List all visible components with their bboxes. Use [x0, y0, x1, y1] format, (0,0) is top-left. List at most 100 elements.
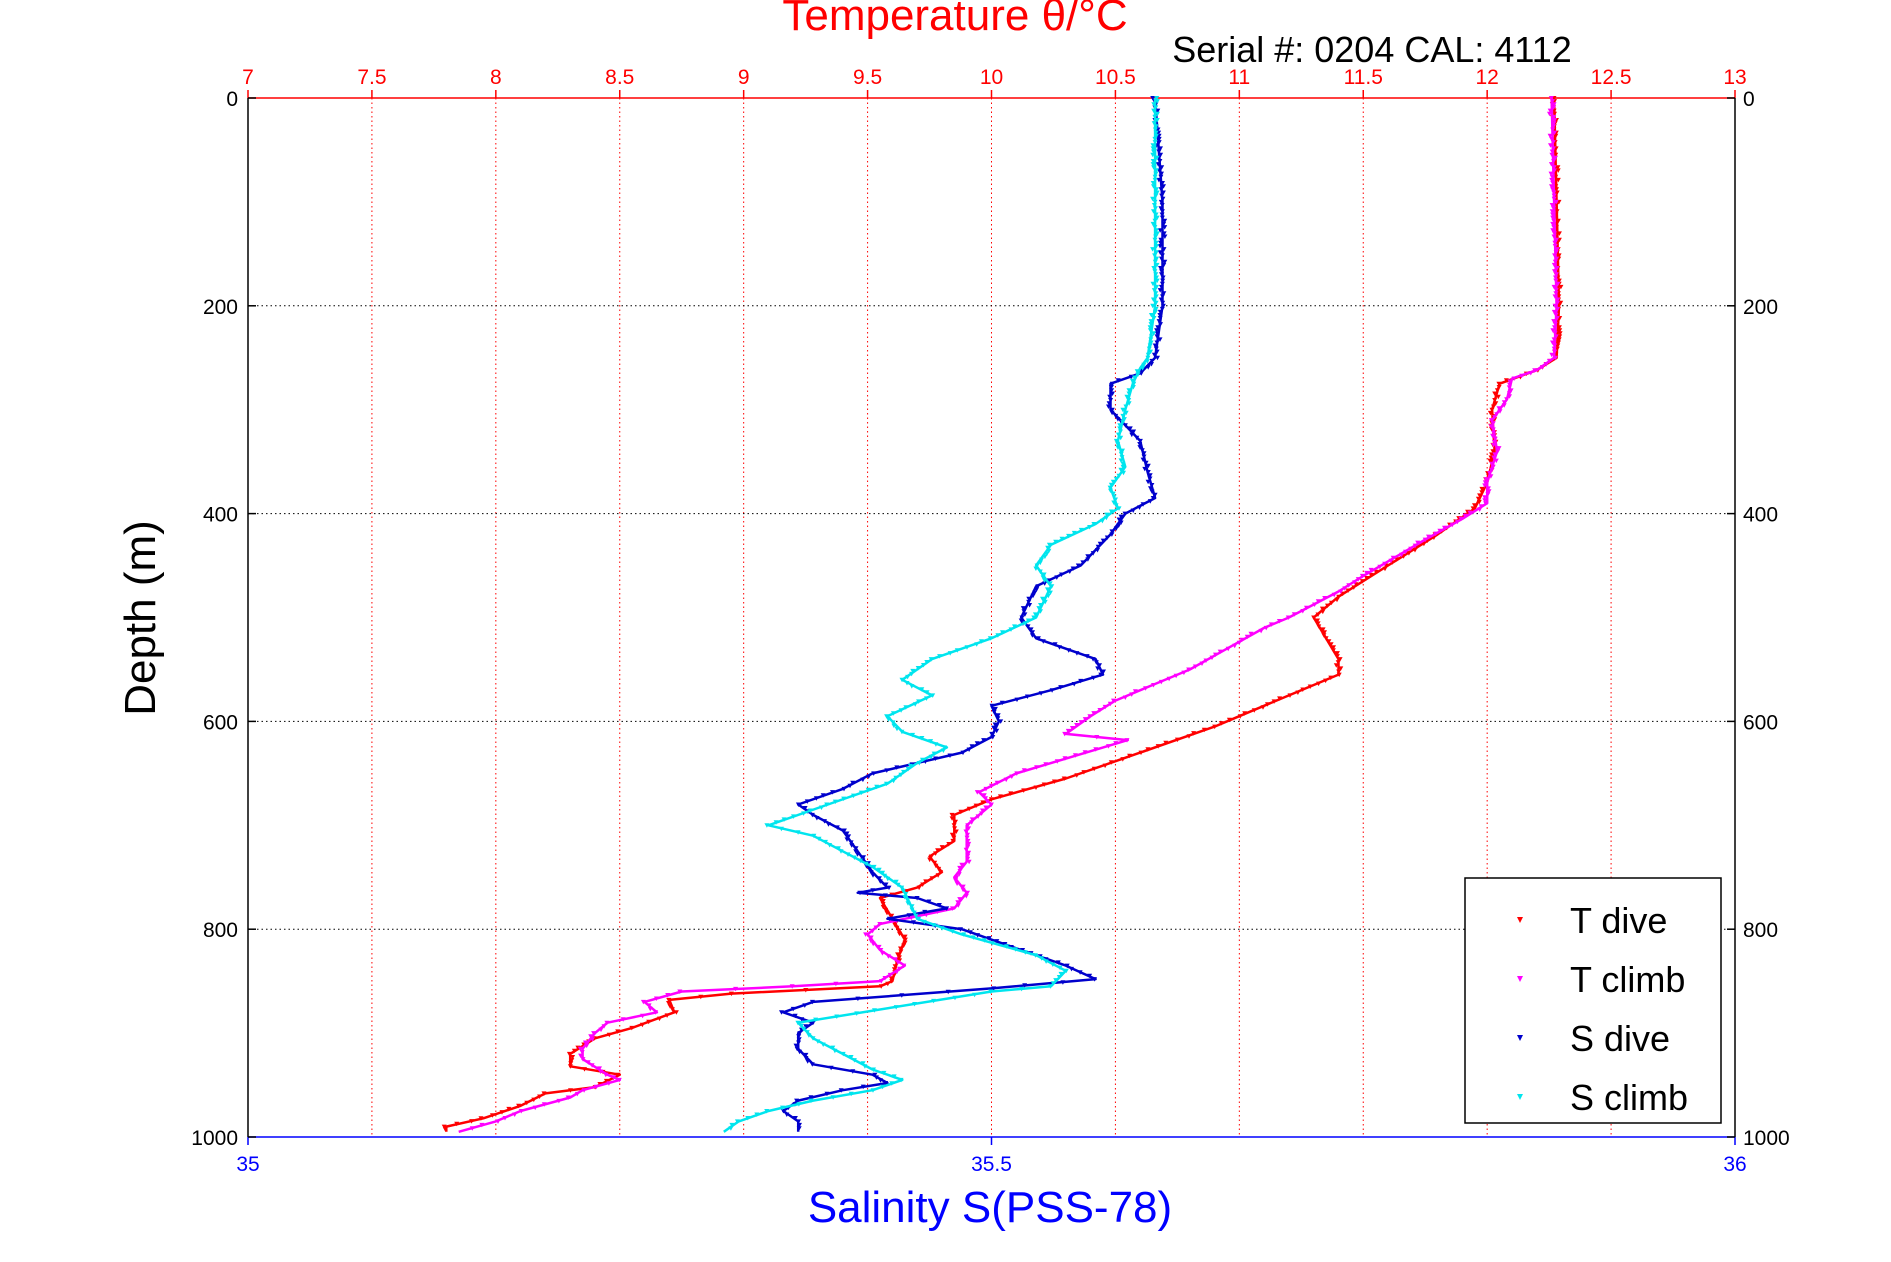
- data-point: [1154, 187, 1159, 192]
- data-point: [989, 703, 995, 709]
- data-point: [1199, 661, 1205, 666]
- data-point: [965, 844, 971, 850]
- data-point: [647, 1006, 653, 1012]
- data-point: [1153, 168, 1159, 173]
- data-point: [1148, 322, 1154, 327]
- data-point: [963, 829, 969, 834]
- temperature-tick-label: 7.5: [357, 66, 386, 89]
- data-point: [1315, 621, 1321, 626]
- data-point: [1091, 766, 1097, 772]
- data-point: [1203, 658, 1209, 663]
- data-point: [975, 933, 981, 938]
- data-point: [1152, 269, 1158, 274]
- data-point: [894, 969, 900, 975]
- data-point: [1458, 516, 1464, 522]
- data-point: [949, 929, 955, 934]
- data-point: [855, 996, 861, 1002]
- data-point: [1323, 678, 1329, 684]
- data-point: [1151, 121, 1157, 126]
- data-point: [1090, 551, 1096, 556]
- data-point: [1118, 467, 1124, 473]
- data-point: [820, 793, 826, 798]
- data-point: [1251, 708, 1257, 713]
- data-point: [1191, 731, 1197, 736]
- data-point: [665, 993, 671, 998]
- data-point: [1151, 108, 1157, 114]
- data-point: [1145, 470, 1151, 475]
- data-point: [616, 1077, 622, 1083]
- data-point: [838, 849, 844, 854]
- data-point: [921, 663, 926, 668]
- data-point: [606, 1081, 612, 1086]
- data-point: [1150, 496, 1156, 501]
- data-point: [1209, 655, 1215, 661]
- data-point: [1071, 682, 1077, 687]
- data-point: [844, 837, 850, 842]
- data-point: [1148, 313, 1154, 318]
- data-point: [598, 1027, 604, 1033]
- data-point: [886, 717, 891, 722]
- data-point: [1160, 300, 1166, 306]
- data-point: [916, 916, 922, 922]
- data-point: [1157, 313, 1163, 318]
- data-point: [1287, 693, 1293, 698]
- data-point: [1090, 657, 1096, 662]
- data-point: [1351, 585, 1357, 590]
- data-point: [1091, 711, 1097, 716]
- data-point: [1118, 458, 1124, 463]
- data-point: [838, 1088, 844, 1093]
- data-point: [1476, 499, 1482, 505]
- data-point: [929, 876, 935, 881]
- data-point: [1008, 791, 1014, 796]
- data-point: [1487, 410, 1493, 416]
- data-point: [874, 784, 880, 790]
- data-point: [1084, 654, 1090, 659]
- data-point: [1109, 529, 1115, 534]
- data-point: [995, 713, 1001, 718]
- data-point: [881, 1070, 887, 1076]
- data-point: [1489, 407, 1495, 413]
- data-point: [1148, 319, 1154, 324]
- data-point: [1038, 603, 1043, 608]
- data-point: [1085, 554, 1091, 559]
- series-t-climb: [458, 96, 1561, 1134]
- data-point: [1157, 159, 1163, 164]
- data-point: [1026, 596, 1032, 602]
- data-point: [810, 1036, 816, 1041]
- data-point: [989, 941, 995, 946]
- data-point: [792, 1116, 798, 1121]
- data-point: [1148, 349, 1154, 355]
- data-point: [1548, 162, 1554, 167]
- data-point: [1551, 114, 1557, 120]
- data-point: [1063, 968, 1069, 974]
- data-point: [828, 1065, 834, 1071]
- data-point: [585, 1060, 591, 1065]
- data-point: [1124, 738, 1130, 743]
- data-point: [1100, 538, 1106, 544]
- data-point: [1022, 621, 1028, 626]
- data-point: [1037, 569, 1043, 574]
- data-point: [1336, 669, 1342, 674]
- data-point: [904, 889, 910, 894]
- data-point: [1276, 619, 1282, 624]
- data-point: [804, 799, 810, 804]
- data-point: [1552, 155, 1558, 161]
- data-point: [1110, 479, 1116, 485]
- data-point: [904, 681, 910, 686]
- data-point: [1094, 735, 1100, 740]
- data-point: [947, 753, 953, 758]
- data-point: [1237, 714, 1243, 719]
- data-point: [1477, 507, 1483, 512]
- data-point: [841, 828, 847, 833]
- data-point: [813, 1017, 819, 1023]
- data-point: [966, 859, 972, 865]
- data-point: [779, 1010, 784, 1015]
- data-point: [1553, 291, 1559, 296]
- data-point: [1097, 663, 1102, 668]
- data-point: [936, 866, 942, 872]
- data-point: [1551, 309, 1557, 315]
- data-point: [963, 894, 969, 899]
- data-point: [1217, 649, 1223, 655]
- data-point: [1158, 240, 1164, 246]
- data-point: [1150, 162, 1156, 167]
